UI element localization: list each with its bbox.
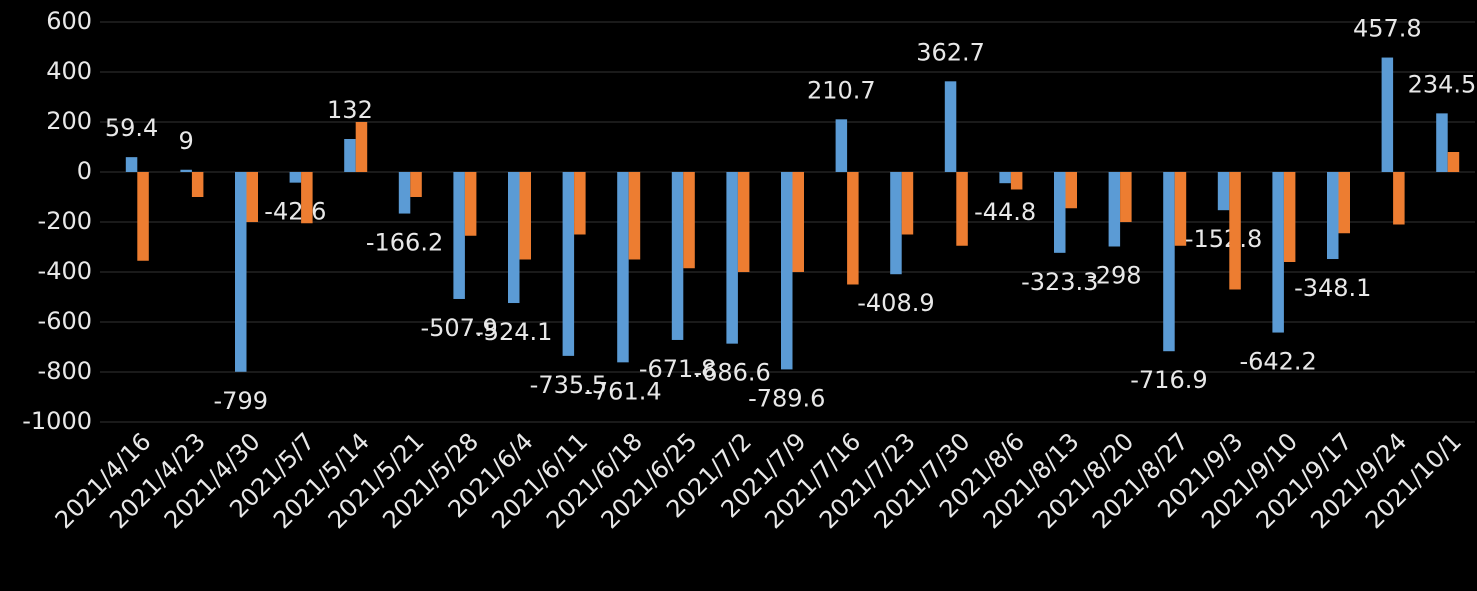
bar — [1065, 172, 1077, 209]
bar — [890, 172, 902, 275]
data-label: -42.6 — [264, 198, 326, 226]
bar — [847, 172, 859, 285]
bar — [1283, 172, 1296, 262]
data-label: -323.3 — [1021, 268, 1098, 296]
bar — [1338, 172, 1350, 234]
bar — [1010, 172, 1023, 190]
bar — [1447, 152, 1460, 172]
bar — [792, 172, 804, 272]
bar — [508, 172, 520, 304]
y-tick-label: -400 — [38, 257, 92, 285]
bar — [1108, 172, 1121, 247]
bar — [125, 157, 138, 172]
bar — [191, 172, 204, 197]
bar — [137, 172, 149, 261]
bar — [410, 172, 422, 197]
bar — [671, 172, 684, 340]
bar — [1381, 57, 1394, 172]
data-label: 9 — [179, 127, 194, 155]
bar — [1054, 172, 1066, 253]
data-label: -789.6 — [748, 384, 825, 412]
data-label: -44.8 — [974, 198, 1036, 226]
data-label: -761.4 — [584, 377, 661, 405]
bar — [617, 172, 629, 363]
bar — [453, 172, 465, 299]
bar — [1229, 172, 1241, 290]
data-label: 234.5 — [1408, 70, 1477, 98]
bar — [726, 172, 738, 344]
data-label: 362.7 — [916, 38, 985, 66]
bar — [901, 172, 914, 235]
bar — [246, 172, 258, 222]
bar — [574, 172, 586, 235]
y-tick-label: 600 — [46, 7, 92, 35]
y-tick-label: 400 — [46, 57, 92, 85]
data-label: -348.1 — [1294, 274, 1371, 302]
bar — [1272, 172, 1284, 333]
bar — [999, 172, 1011, 184]
bar — [1163, 172, 1175, 352]
bar — [289, 172, 302, 183]
bar — [1436, 113, 1448, 172]
bar — [737, 172, 750, 272]
bar — [519, 172, 531, 260]
data-label: -642.2 — [1239, 348, 1316, 376]
bar — [1174, 172, 1187, 246]
data-label: 457.8 — [1353, 15, 1422, 43]
bar — [344, 139, 356, 172]
bar — [683, 172, 695, 269]
data-label: 210.7 — [807, 76, 876, 104]
data-label: -671.8 — [639, 355, 716, 383]
bar — [1120, 172, 1132, 222]
y-tick-label: 0 — [77, 157, 92, 185]
data-label: 132 — [327, 96, 373, 124]
bar — [464, 172, 477, 236]
bar — [180, 169, 192, 172]
bar — [835, 119, 848, 172]
bar — [562, 172, 575, 356]
bar — [1327, 172, 1339, 260]
bar — [781, 172, 793, 370]
data-label: -298 — [1087, 262, 1141, 290]
data-label: 59.4 — [105, 114, 158, 142]
data-label: -735.5 — [530, 371, 607, 399]
bar — [398, 172, 411, 214]
bar — [944, 81, 957, 172]
data-label: -408.9 — [857, 289, 934, 317]
bar — [956, 172, 968, 246]
y-tick-label: 200 — [46, 107, 92, 135]
data-label: -716.9 — [1130, 366, 1207, 394]
bar — [235, 172, 247, 372]
data-label: -166.2 — [366, 229, 443, 257]
bar — [355, 122, 368, 172]
y-tick-label: -800 — [38, 357, 92, 385]
bar — [301, 172, 313, 224]
bar — [628, 172, 641, 260]
bar — [1393, 172, 1405, 225]
y-tick-label: -1000 — [22, 407, 92, 435]
data-label: -524.1 — [475, 318, 552, 346]
data-label: -686.6 — [693, 359, 770, 387]
data-label: -799 — [214, 387, 268, 415]
y-tick-label: -600 — [38, 307, 92, 335]
y-tick-label: -200 — [38, 207, 92, 235]
data-label: -507.9 — [420, 314, 497, 342]
data-label: -152.8 — [1185, 225, 1262, 253]
bar — [1217, 172, 1230, 211]
